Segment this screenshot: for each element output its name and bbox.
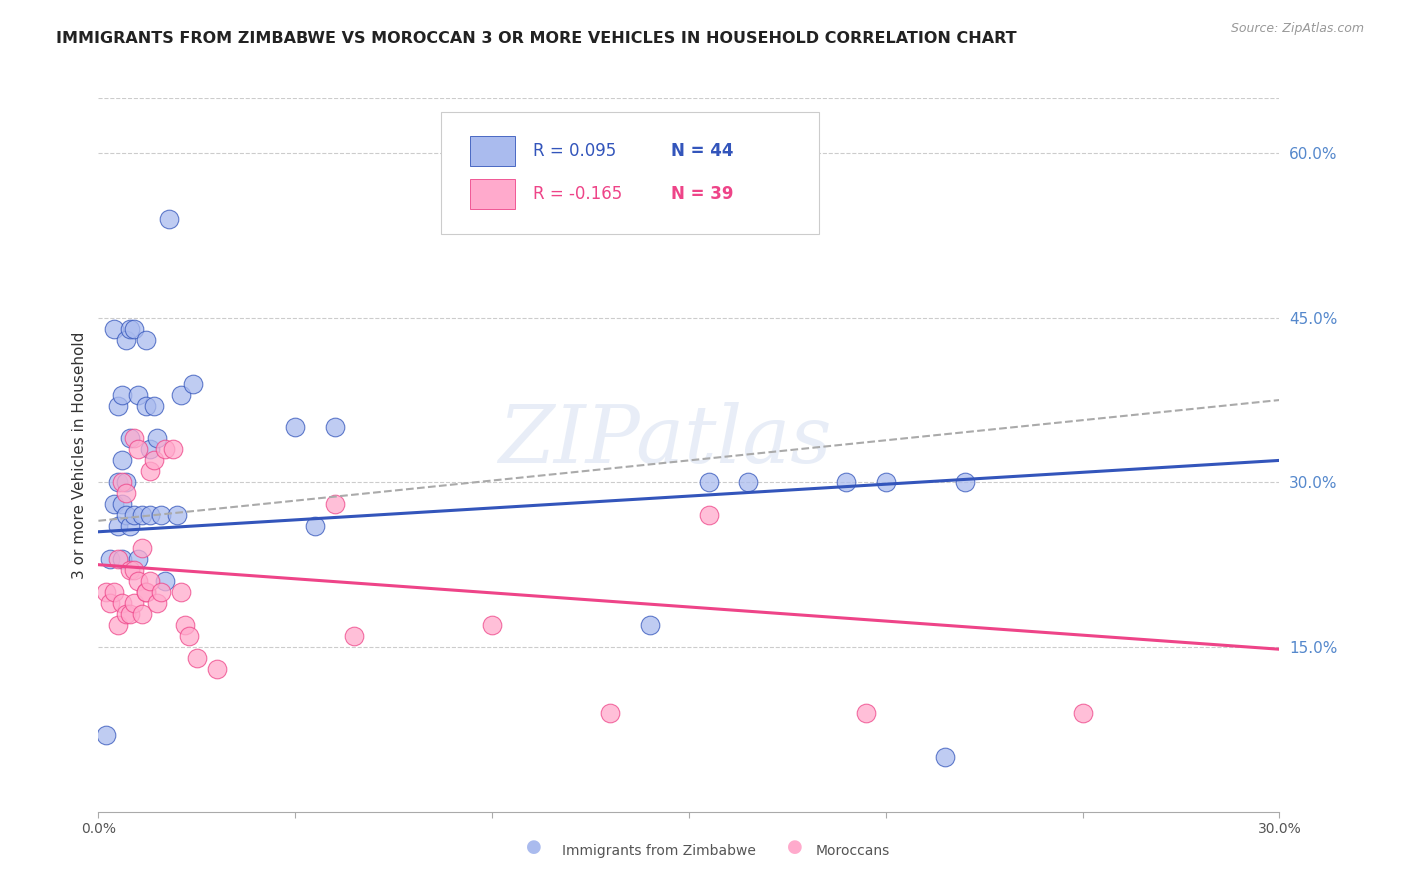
Point (146, 596, 169, 610)
Y-axis label: 3 or more Vehicles in Household: 3 or more Vehicles in Household (72, 331, 87, 579)
Point (118, 563, 141, 577)
Point (170, 585, 193, 599)
Point (111, 552, 134, 566)
Point (118, 607, 141, 621)
Point (122, 321, 145, 335)
Point (127, 552, 149, 566)
Point (304, 519, 326, 533)
Point (162, 442, 184, 457)
Point (934, 749, 956, 764)
Point (103, 585, 125, 599)
Point (96, 585, 118, 599)
Point (111, 453, 134, 467)
Text: Immigrants from Zimbabwe: Immigrants from Zimbabwe (562, 844, 756, 858)
Point (875, 475, 897, 490)
Point (697, 475, 720, 490)
Point (155, 574, 177, 589)
Point (103, 321, 125, 335)
Point (131, 541, 153, 556)
Point (111, 475, 134, 490)
Point (697, 508, 720, 523)
Point (122, 508, 145, 523)
Point (323, 497, 346, 511)
Point (103, 497, 125, 511)
Point (138, 442, 160, 457)
Text: N = 44: N = 44 (671, 142, 734, 160)
Point (135, 585, 157, 599)
Point (115, 607, 138, 621)
Point (186, 651, 208, 665)
Point (135, 585, 157, 599)
Point (157, 211, 180, 226)
Point (1071, 706, 1094, 720)
Point (107, 618, 129, 632)
Point (177, 629, 200, 643)
Point (115, 333, 138, 347)
Point (150, 585, 173, 599)
Point (131, 607, 153, 621)
Point (131, 508, 153, 523)
Point (155, 442, 177, 457)
Point (127, 442, 149, 457)
Text: R = 0.095: R = 0.095 (533, 142, 616, 160)
Point (107, 519, 129, 533)
Point (737, 475, 759, 490)
Text: Source: ZipAtlas.com: Source: ZipAtlas.com (1230, 22, 1364, 36)
Point (122, 596, 145, 610)
Point (170, 387, 193, 401)
Point (107, 475, 129, 490)
Point (135, 333, 157, 347)
Text: IMMIGRANTS FROM ZIMBABWE VS MOROCCAN 3 OR MORE VEHICLES IN HOUSEHOLD CORRELATION: IMMIGRANTS FROM ZIMBABWE VS MOROCCAN 3 O… (56, 31, 1017, 46)
Text: ●: ● (526, 838, 543, 856)
Point (142, 399, 165, 413)
Point (115, 475, 138, 490)
Point (599, 706, 621, 720)
Point (284, 420, 307, 434)
Point (481, 618, 503, 632)
Point (118, 519, 141, 533)
FancyBboxPatch shape (471, 136, 516, 166)
Text: N = 39: N = 39 (671, 185, 734, 202)
Text: ●: ● (786, 838, 803, 856)
Text: ZIPatlas: ZIPatlas (499, 402, 832, 479)
Point (115, 486, 138, 500)
Point (205, 662, 228, 676)
Point (323, 420, 346, 434)
Point (835, 475, 858, 490)
Point (138, 508, 160, 523)
Point (111, 596, 134, 610)
Point (343, 629, 366, 643)
Point (135, 399, 157, 413)
Point (98, 596, 121, 610)
Point (107, 552, 129, 566)
Point (953, 475, 976, 490)
Point (146, 432, 169, 446)
Point (122, 563, 145, 577)
Point (174, 618, 197, 632)
Point (115, 508, 138, 523)
FancyBboxPatch shape (441, 112, 818, 234)
Point (855, 706, 877, 720)
Text: R = -0.165: R = -0.165 (533, 185, 623, 202)
Point (142, 453, 165, 467)
FancyBboxPatch shape (471, 178, 516, 209)
Point (127, 574, 149, 589)
Point (127, 387, 149, 401)
Point (111, 387, 134, 401)
Point (118, 432, 141, 446)
Text: Moroccans: Moroccans (815, 844, 890, 858)
Point (118, 321, 141, 335)
Point (166, 508, 188, 523)
Point (98, 552, 121, 566)
Point (138, 574, 160, 589)
Point (107, 399, 129, 413)
Point (150, 508, 173, 523)
Point (638, 618, 661, 632)
Point (138, 464, 160, 478)
Point (111, 497, 134, 511)
Point (181, 376, 204, 391)
Point (96, 728, 118, 742)
Point (122, 432, 145, 446)
